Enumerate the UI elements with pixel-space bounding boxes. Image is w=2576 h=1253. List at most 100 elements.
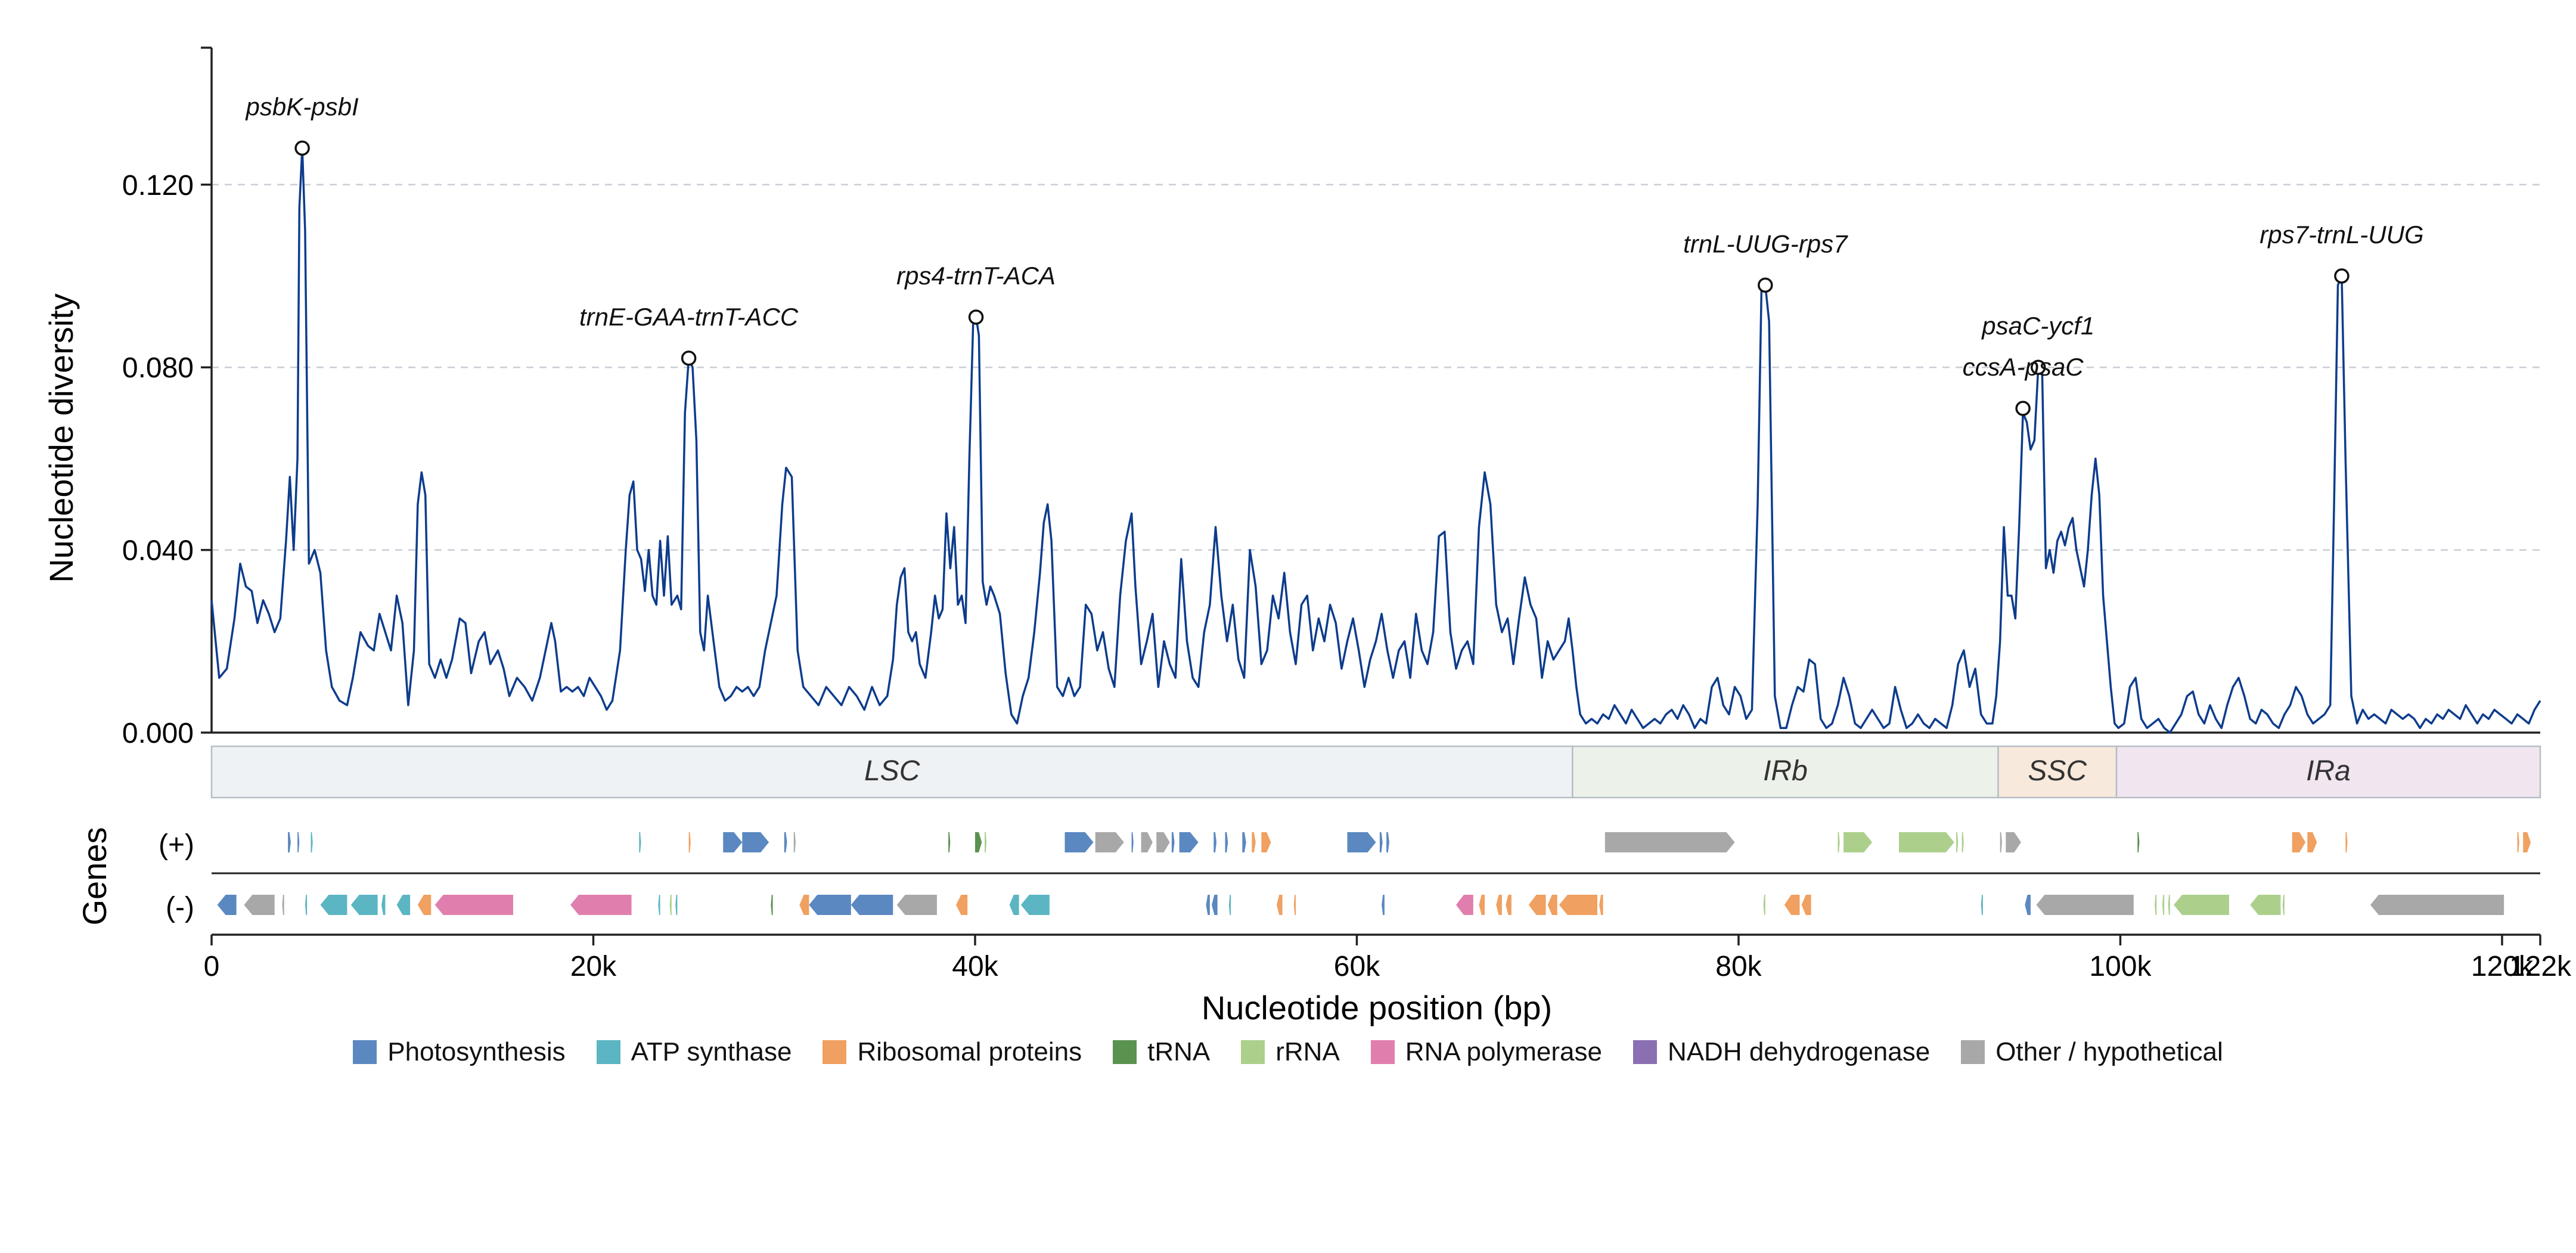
gene-block	[1898, 832, 1954, 852]
gene-block	[1599, 895, 1603, 915]
region-box	[1997, 745, 2118, 799]
legend-item: Ribosomal proteins	[823, 1037, 1082, 1067]
legend-item: Photosynthesis	[353, 1037, 566, 1067]
peak-marker	[2334, 268, 2350, 284]
legend-swatch	[1241, 1040, 1265, 1064]
legend-swatch	[1632, 1040, 1657, 1064]
gene-block	[2000, 832, 2002, 852]
gene-block	[1347, 832, 1376, 852]
legend-label: RNA polymerase	[1405, 1037, 1602, 1066]
gene-block	[1479, 895, 1485, 915]
gene-block	[1141, 832, 1153, 852]
diversity-line	[210, 147, 2541, 734]
gene-block	[2517, 832, 2519, 852]
y-tick-label: 0.000	[122, 718, 194, 749]
genome-regions-bar: LSC IRb SSC IRa	[210, 745, 2541, 799]
strand-plus-label: (+)	[159, 829, 194, 861]
x-tick-label: 122k	[2509, 951, 2572, 982]
y-tick-label: 0.040	[122, 535, 194, 567]
legend-label: tRNA	[1147, 1037, 1211, 1066]
gene-block	[2282, 895, 2285, 915]
region-label: IRb	[1763, 755, 1808, 787]
gene-block	[434, 895, 513, 915]
peak-annotation-label: trnE-GAA-trnT-ACC	[579, 303, 799, 331]
gene-block	[1225, 832, 1228, 852]
legend-swatch	[353, 1040, 377, 1064]
peak-annotation-label: psaC-ycf1	[1981, 312, 2094, 340]
gene-block	[217, 895, 237, 915]
peak-marker	[294, 140, 310, 156]
diversity-line-series	[210, 147, 2541, 734]
gene-block	[244, 895, 275, 915]
gene-block	[742, 832, 769, 852]
gene-block	[1506, 895, 1512, 915]
gene-block	[799, 895, 809, 915]
gene-block	[1228, 895, 1231, 915]
gene-block	[1242, 832, 1246, 852]
legend-swatch	[1370, 1040, 1395, 1064]
gene-block	[1213, 832, 1217, 852]
gene-block	[396, 895, 411, 915]
x-tick-label: 100k	[2089, 951, 2152, 982]
gene-block	[2006, 832, 2021, 852]
gene-block	[688, 832, 691, 852]
x-tick-label: 0	[204, 951, 220, 982]
gene-block	[639, 832, 641, 852]
gene-block	[381, 895, 386, 915]
peak-marker	[2015, 401, 2031, 416]
gene-block	[288, 832, 291, 852]
x-tick-label: 40k	[952, 951, 998, 982]
plot-axes: 0.000 0.040 0.080 0.120 0 20k 40k 60k 80k 100k 120…	[122, 46, 2572, 982]
gene-block	[2292, 832, 2306, 852]
gene-block	[2168, 895, 2170, 915]
peak-annotation-label: rps4-trnT-ACA	[896, 262, 1056, 290]
gene-block	[1261, 832, 1271, 852]
legend-item: Other / hypothetical	[1961, 1037, 2223, 1067]
gene-block	[1156, 832, 1170, 852]
gene-block	[1179, 832, 1199, 852]
region-box	[210, 745, 1573, 799]
peak-marker	[1758, 277, 1773, 293]
gene-block	[984, 832, 987, 852]
gene-block	[1382, 895, 1385, 915]
gene-block	[1386, 832, 1389, 852]
legend-label: rRNA	[1275, 1037, 1340, 1066]
gene-block	[1252, 832, 1256, 852]
gene-block	[1981, 895, 1983, 915]
gene-block	[2345, 832, 2348, 852]
gene-block	[675, 895, 678, 915]
gene-block	[723, 832, 743, 852]
gene-block	[305, 895, 308, 915]
gene-block	[1838, 832, 1840, 852]
gene-block	[1956, 832, 1959, 852]
region-box	[2115, 745, 2541, 799]
peak-annotations: psbK-psbI trnE-GAA-trnT-ACC rps4-trnT-ACA t…	[245, 93, 2424, 416]
gene-block	[282, 895, 284, 915]
gene-block	[1020, 895, 1050, 915]
gene-block	[955, 895, 968, 915]
gene-block	[851, 895, 893, 915]
region-label: LSC	[864, 755, 920, 787]
gene-block	[1528, 895, 1546, 915]
gene-block	[896, 895, 937, 915]
y-axis-label: Nucleotide diversity	[42, 293, 80, 583]
gene-block	[1131, 832, 1134, 852]
grid-lines	[212, 184, 2540, 551]
gene-block	[2370, 895, 2504, 915]
gene-block	[2250, 895, 2281, 915]
gene-block	[1293, 895, 1296, 915]
gene-block	[320, 895, 347, 915]
peak-marker	[2031, 359, 2046, 375]
gene-block	[809, 895, 851, 915]
gene-block	[1276, 895, 1283, 915]
gene-tracks	[217, 832, 2531, 915]
legend-swatch	[823, 1040, 847, 1064]
region-label: SSC	[2028, 755, 2087, 787]
peak-annotation-label: rps7-trnL-UUG	[2260, 221, 2423, 249]
gene-block	[1206, 895, 1210, 915]
gene-block	[1456, 895, 1473, 915]
gene-block	[1547, 895, 1557, 915]
x-tick-label: 80k	[1715, 951, 1762, 982]
gene-block	[1009, 895, 1019, 915]
